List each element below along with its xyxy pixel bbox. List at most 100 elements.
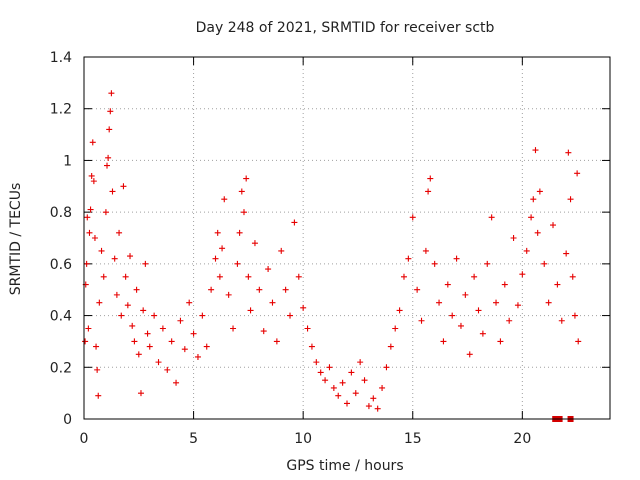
- data-point: [392, 325, 399, 332]
- data-point: [86, 229, 93, 236]
- data-point: [530, 196, 537, 203]
- data-point: [536, 188, 543, 195]
- chart-title: Day 248 of 2021, SRMTID for receiver sct…: [196, 20, 495, 36]
- data-point: [348, 369, 355, 376]
- data-point: [104, 162, 111, 169]
- data-point: [308, 343, 315, 350]
- data-point: [173, 379, 180, 386]
- data-point: [528, 214, 535, 221]
- data-point: [142, 260, 149, 267]
- data-point: [534, 229, 541, 236]
- data-point: [127, 253, 134, 260]
- data-point: [466, 351, 473, 358]
- data-point: [269, 299, 276, 306]
- y-tick-label: 1.2: [50, 102, 72, 118]
- data-point: [475, 307, 482, 314]
- data-point: [181, 346, 188, 353]
- data-point: [414, 286, 421, 293]
- data-point: [208, 286, 215, 293]
- data-point: [118, 312, 125, 319]
- data-point: [457, 322, 464, 329]
- y-tick-label: 0.6: [50, 257, 72, 273]
- data-point: [151, 312, 158, 319]
- data-point: [85, 325, 92, 332]
- data-point: [140, 307, 147, 314]
- data-point: [330, 384, 337, 391]
- data-point: [365, 403, 372, 410]
- data-point: [94, 366, 101, 373]
- data-point: [317, 369, 324, 376]
- data-point: [194, 353, 201, 360]
- data-point: [240, 209, 247, 216]
- data-point: [212, 255, 219, 262]
- data-point: [122, 273, 129, 280]
- data-point: [569, 273, 576, 280]
- y-tick-label: 0.2: [50, 360, 72, 376]
- y-tick-label: 0.4: [50, 309, 72, 325]
- data-point: [100, 273, 107, 280]
- data-point: [120, 183, 127, 190]
- data-point: [563, 250, 570, 257]
- data-point: [374, 405, 381, 412]
- y-tick-label: 1.4: [50, 50, 72, 66]
- data-point: [575, 338, 582, 345]
- data-point: [344, 400, 350, 407]
- data-point: [422, 247, 429, 254]
- data-point: [425, 188, 432, 195]
- data-point: [96, 299, 103, 306]
- data-point: [497, 338, 504, 345]
- data-point: [501, 281, 508, 288]
- data-point: [105, 154, 112, 161]
- data-point: [98, 247, 105, 254]
- data-point: [352, 390, 359, 397]
- data-point: [523, 247, 530, 254]
- data-point: [144, 330, 151, 337]
- data-point: [216, 273, 223, 280]
- data-point: [177, 317, 184, 324]
- data-point: [379, 384, 386, 391]
- data-point: [449, 312, 456, 319]
- data-point: [95, 392, 102, 399]
- data-point: [91, 235, 98, 241]
- data-point: [203, 343, 210, 350]
- data-point: [571, 312, 578, 319]
- data-point: [190, 330, 197, 337]
- data-point: [574, 170, 581, 177]
- data-point: [519, 271, 526, 278]
- data-point: [506, 317, 513, 324]
- data-point: [131, 338, 138, 345]
- data-point: [116, 229, 123, 236]
- data-point: [532, 147, 539, 154]
- data-point: [243, 175, 250, 182]
- x-tick-labels: 0 5 10 15 20: [80, 431, 532, 447]
- data-point: [335, 392, 342, 399]
- data-point: [247, 307, 254, 314]
- data-point: [400, 273, 407, 280]
- grid-lines: [83, 56, 610, 420]
- data-point: [137, 390, 144, 397]
- data-point: [83, 260, 90, 267]
- data-point: [287, 312, 294, 319]
- data-point: [90, 178, 97, 185]
- data-point: [436, 299, 443, 306]
- data-point: [291, 219, 298, 226]
- data-point: [326, 364, 333, 371]
- data-point: [225, 291, 232, 298]
- data-points: [82, 90, 582, 412]
- data-point: [84, 214, 91, 221]
- data-point: [545, 299, 552, 306]
- data-point: [273, 338, 280, 345]
- x-axis-label: GPS time / hours: [286, 458, 403, 474]
- data-point: [155, 359, 162, 366]
- data-point: [440, 338, 447, 345]
- data-point: [82, 338, 89, 345]
- data-point: [245, 273, 252, 280]
- data-point: [282, 286, 289, 293]
- data-point: [471, 273, 478, 280]
- data-point: [493, 299, 500, 306]
- data-point: [300, 304, 307, 311]
- data-point: [357, 359, 364, 366]
- data-point: [514, 302, 521, 309]
- data-point: [567, 196, 574, 203]
- data-point: [558, 317, 565, 324]
